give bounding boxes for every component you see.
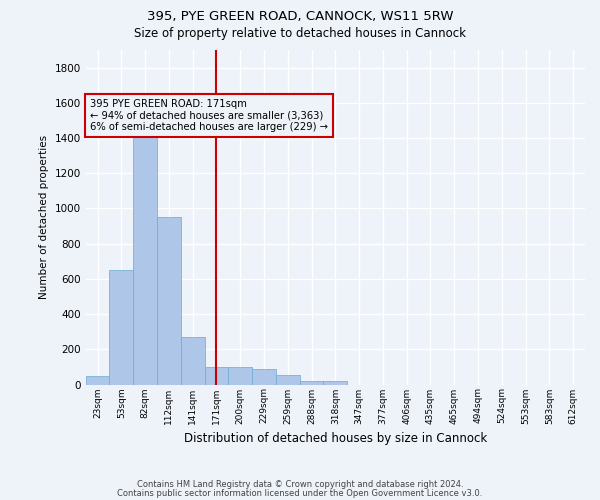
Bar	[252, 368, 276, 384]
Bar	[229, 367, 252, 384]
Bar	[323, 381, 347, 384]
Bar	[205, 367, 229, 384]
X-axis label: Distribution of detached houses by size in Cannock: Distribution of detached houses by size …	[184, 432, 487, 445]
Bar	[276, 375, 299, 384]
Bar	[109, 270, 133, 384]
Text: 395, PYE GREEN ROAD, CANNOCK, WS11 5RW: 395, PYE GREEN ROAD, CANNOCK, WS11 5RW	[147, 10, 453, 23]
Y-axis label: Number of detached properties: Number of detached properties	[39, 135, 49, 300]
Text: Contains public sector information licensed under the Open Government Licence v3: Contains public sector information licen…	[118, 489, 482, 498]
Bar	[157, 218, 181, 384]
Bar	[299, 381, 323, 384]
Bar	[181, 337, 205, 384]
Text: 395 PYE GREEN ROAD: 171sqm
← 94% of detached houses are smaller (3,363)
6% of se: 395 PYE GREEN ROAD: 171sqm ← 94% of deta…	[91, 100, 328, 132]
Bar	[86, 376, 109, 384]
Text: Contains HM Land Registry data © Crown copyright and database right 2024.: Contains HM Land Registry data © Crown c…	[137, 480, 463, 489]
Text: Size of property relative to detached houses in Cannock: Size of property relative to detached ho…	[134, 28, 466, 40]
Bar	[133, 124, 157, 384]
